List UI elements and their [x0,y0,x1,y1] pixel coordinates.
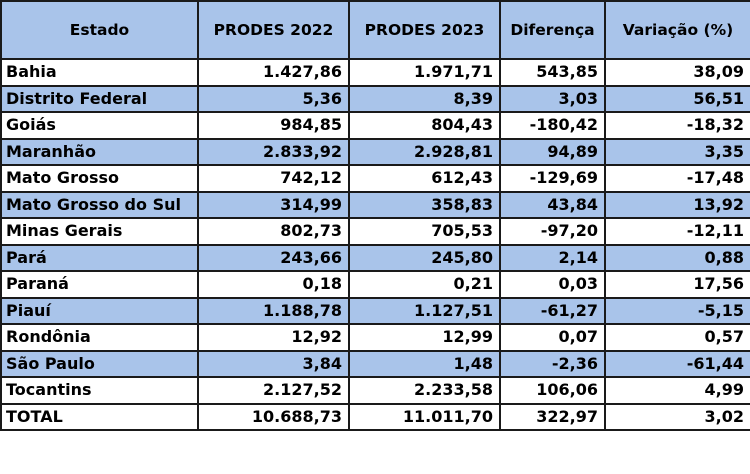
cell-total-diferenca: 322,97 [499,402,606,431]
table-total-row: TOTAL 10.688,73 11.011,70 322,97 3,02 [0,402,750,431]
cell-estado: São Paulo [0,349,199,378]
cell-diferenca: 0,07 [499,323,606,352]
cell-prodes-2022: 314,99 [197,190,350,219]
cell-prodes-2023: 2.928,81 [348,137,501,166]
header-variacao: Variação (%) [604,0,750,60]
cell-variacao: 0,88 [604,243,750,272]
header-prodes-2022: PRODES 2022 [197,0,350,60]
cell-estado: Maranhão [0,137,199,166]
cell-prodes-2022: 984,85 [197,111,350,140]
cell-prodes-2023: 612,43 [348,164,501,193]
cell-diferenca: 94,89 [499,137,606,166]
cell-variacao: 3,35 [604,137,750,166]
table-header-row: Estado PRODES 2022 PRODES 2023 Diferença… [0,0,750,60]
cell-estado: Minas Gerais [0,217,199,246]
cell-prodes-2022: 1.427,86 [197,58,350,87]
cell-variacao: -12,11 [604,217,750,246]
table-row: Paraná 0,18 0,21 0,03 17,56 [0,270,750,299]
cell-prodes-2022: 3,84 [197,349,350,378]
cell-variacao: -5,15 [604,296,750,325]
cell-prodes-2023: 1,48 [348,349,501,378]
cell-prodes-2022: 742,12 [197,164,350,193]
cell-estado: Paraná [0,270,199,299]
table-row: Distrito Federal 5,36 8,39 3,03 56,51 [0,84,750,113]
table-row: Piauí 1.188,78 1.127,51 -61,27 -5,15 [0,296,750,325]
cell-total-variacao: 3,02 [604,402,750,431]
cell-prodes-2023: 0,21 [348,270,501,299]
cell-estado: Rondônia [0,323,199,352]
cell-diferenca: 543,85 [499,58,606,87]
cell-diferenca: 0,03 [499,270,606,299]
cell-prodes-2023: 2.233,58 [348,376,501,405]
prodes-table: Estado PRODES 2022 PRODES 2023 Diferença… [0,0,750,431]
cell-prodes-2022: 1.188,78 [197,296,350,325]
cell-estado: Mato Grosso [0,164,199,193]
cell-prodes-2023: 804,43 [348,111,501,140]
cell-variacao: -61,44 [604,349,750,378]
header-prodes-2023: PRODES 2023 [348,0,501,60]
cell-estado: Goiás [0,111,199,140]
table-row: Pará 243,66 245,80 2,14 0,88 [0,243,750,272]
table-row: Tocantins 2.127,52 2.233,58 106,06 4,99 [0,376,750,405]
cell-prodes-2023: 245,80 [348,243,501,272]
cell-estado: Pará [0,243,199,272]
table-row: Minas Gerais 802,73 705,53 -97,20 -12,11 [0,217,750,246]
cell-total-label: TOTAL [0,402,199,431]
cell-variacao: 56,51 [604,84,750,113]
cell-prodes-2023: 1.127,51 [348,296,501,325]
cell-prodes-2022: 2.833,92 [197,137,350,166]
cell-prodes-2023: 8,39 [348,84,501,113]
cell-prodes-2022: 0,18 [197,270,350,299]
cell-total-prodes-2022: 10.688,73 [197,402,350,431]
header-estado: Estado [0,0,199,60]
cell-prodes-2023: 705,53 [348,217,501,246]
table-row: Goiás 984,85 804,43 -180,42 -18,32 [0,111,750,140]
table-row: Bahia 1.427,86 1.971,71 543,85 38,09 [0,58,750,87]
header-diferenca: Diferença [499,0,606,60]
cell-diferenca: -129,69 [499,164,606,193]
cell-diferenca: 2,14 [499,243,606,272]
cell-variacao: 17,56 [604,270,750,299]
cell-estado: Bahia [0,58,199,87]
cell-prodes-2022: 12,92 [197,323,350,352]
cell-estado: Piauí [0,296,199,325]
cell-prodes-2022: 243,66 [197,243,350,272]
table-row: Rondônia 12,92 12,99 0,07 0,57 [0,323,750,352]
cell-prodes-2022: 802,73 [197,217,350,246]
cell-variacao: 4,99 [604,376,750,405]
table-row: Maranhão 2.833,92 2.928,81 94,89 3,35 [0,137,750,166]
cell-estado: Distrito Federal [0,84,199,113]
cell-diferenca: 43,84 [499,190,606,219]
cell-prodes-2022: 5,36 [197,84,350,113]
cell-variacao: -18,32 [604,111,750,140]
cell-diferenca: -2,36 [499,349,606,378]
table-row: São Paulo 3,84 1,48 -2,36 -61,44 [0,349,750,378]
table-row: Mato Grosso 742,12 612,43 -129,69 -17,48 [0,164,750,193]
cell-prodes-2022: 2.127,52 [197,376,350,405]
cell-prodes-2023: 1.971,71 [348,58,501,87]
cell-prodes-2023: 358,83 [348,190,501,219]
cell-diferenca: 3,03 [499,84,606,113]
cell-diferenca: -180,42 [499,111,606,140]
cell-diferenca: -97,20 [499,217,606,246]
cell-diferenca: 106,06 [499,376,606,405]
cell-estado: Mato Grosso do Sul [0,190,199,219]
table-row: Mato Grosso do Sul 314,99 358,83 43,84 1… [0,190,750,219]
cell-variacao: -17,48 [604,164,750,193]
cell-prodes-2023: 12,99 [348,323,501,352]
cell-variacao: 0,57 [604,323,750,352]
cell-total-prodes-2023: 11.011,70 [348,402,501,431]
cell-variacao: 13,92 [604,190,750,219]
cell-variacao: 38,09 [604,58,750,87]
cell-estado: Tocantins [0,376,199,405]
cell-diferenca: -61,27 [499,296,606,325]
